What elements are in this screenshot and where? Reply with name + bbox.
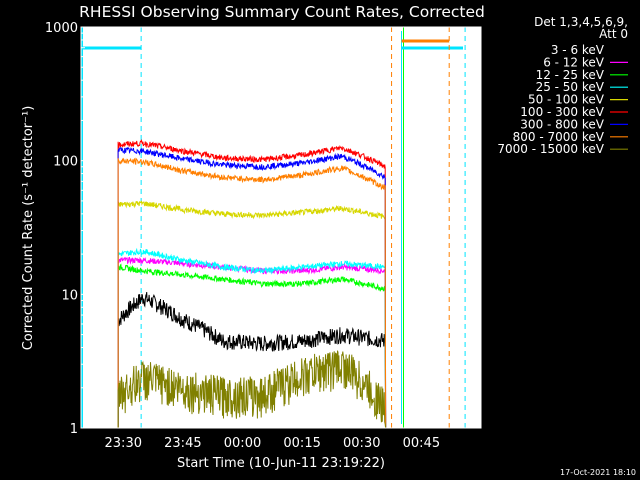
series-line bbox=[117, 291, 387, 428]
series-line bbox=[117, 200, 387, 428]
y-tick-label: 1 bbox=[70, 422, 78, 437]
chart-title: RHESSI Observing Summary Count Rates, Co… bbox=[79, 3, 485, 21]
legend-label: 50 - 100 keV bbox=[528, 93, 605, 107]
x-tick-label: 00:30 bbox=[343, 436, 380, 451]
plot-frame bbox=[80, 26, 482, 429]
y-axis: 1 10 100 1000 bbox=[45, 21, 481, 437]
y-axis-label: Corrected Count Rate (s⁻¹ detector⁻¹) bbox=[21, 106, 36, 351]
x-axis-label: Start Time (10-Jun-11 23:19:22) bbox=[177, 456, 385, 471]
legend-label: 800 - 7000 keV bbox=[513, 130, 605, 144]
x-tick-label: 23:45 bbox=[164, 436, 201, 451]
legend-label: 25 - 50 keV bbox=[536, 80, 605, 94]
legend-header-line-2: Att 0 bbox=[599, 27, 628, 41]
x-tick-label: 00:00 bbox=[224, 436, 261, 451]
marker-label: S bbox=[396, 42, 402, 53]
legend-label: 3 - 6 keV bbox=[551, 43, 605, 57]
legend-label: 7000 - 15000 keV bbox=[497, 142, 604, 156]
legend-label: 6 - 12 keV bbox=[543, 55, 605, 69]
series-line bbox=[117, 350, 387, 428]
marker-label: N bbox=[145, 42, 152, 53]
series-group bbox=[117, 138, 387, 428]
series-line bbox=[117, 138, 387, 428]
x-axis: 23:30 23:45 00:00 00:15 00:30 00:45 bbox=[83, 27, 462, 451]
x-tick-label: 23:30 bbox=[105, 436, 142, 451]
y-tick-label: 100 bbox=[53, 155, 78, 170]
x-tick-label: 00:15 bbox=[283, 436, 320, 451]
x-tick-label: 00:45 bbox=[403, 436, 440, 451]
legend-header-line-1: Det 1,3,4,5,6,9, bbox=[534, 15, 628, 29]
series-line bbox=[117, 157, 387, 428]
series-line bbox=[117, 146, 387, 428]
series-line bbox=[117, 247, 387, 428]
date-stamp: 17-Oct-2021 18:10 bbox=[560, 468, 636, 477]
plot-area bbox=[81, 27, 481, 428]
y-tick-label: 1000 bbox=[45, 21, 78, 36]
legend-label: 300 - 800 keV bbox=[520, 117, 604, 131]
series-line bbox=[117, 263, 387, 428]
legend-label: 12 - 25 keV bbox=[536, 68, 605, 82]
y-tick-label: 10 bbox=[61, 288, 78, 303]
legend-label: 100 - 300 keV bbox=[520, 105, 604, 119]
